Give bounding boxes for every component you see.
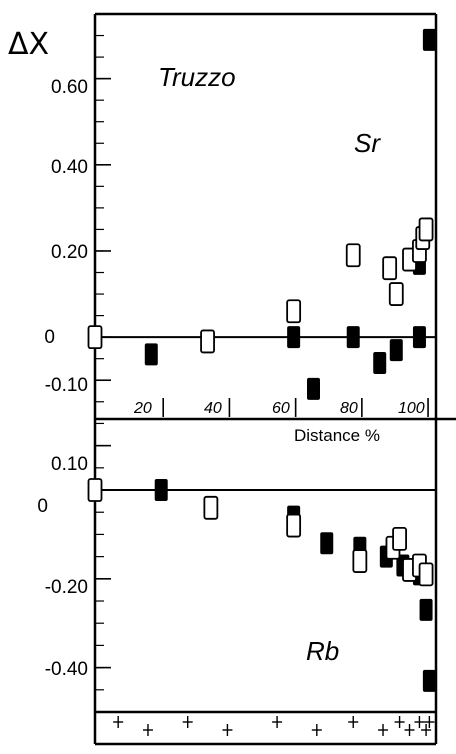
x-tick-labels: 20 40 60 80 100: [133, 400, 425, 417]
data-point-open: [418, 562, 434, 587]
y-tick-label: 0.40: [51, 157, 88, 178]
data-point-filled: [346, 326, 360, 349]
data-point-open: [388, 282, 404, 306]
y-tick-label: 0.10: [51, 454, 88, 475]
panel-label-rb: Rb: [306, 636, 339, 666]
data-point-filled: [144, 343, 158, 366]
data-point-open: [418, 217, 434, 242]
sr-y-tick-labels: -0.10 0 0.20 0.40 0.60: [44, 77, 88, 396]
x-tick-label: 100: [398, 400, 425, 417]
y-tick-label: -0.10: [45, 375, 88, 396]
y-tick-label: -0.40: [45, 659, 88, 680]
y-tick-label: 0: [44, 327, 55, 348]
y-tick-label: 0: [37, 496, 48, 517]
data-point-open: [200, 329, 215, 354]
y-tick-label: 0.60: [51, 77, 88, 98]
data-point-open: [286, 513, 302, 538]
y-tick-label: -0.20: [45, 577, 88, 598]
y-tick-label: 0.20: [51, 242, 88, 263]
chart-marks: [87, 28, 436, 736]
rb-y-tick-labels: -0.40 -0.20 0 0.10: [37, 454, 88, 680]
data-point-open: [382, 256, 398, 281]
data-point-open: [203, 495, 219, 520]
data-point-open: [87, 325, 103, 350]
data-point-open: [392, 526, 407, 551]
data-point-filled: [419, 598, 433, 621]
data-point-open: [286, 299, 302, 324]
x-tick-label: 60: [272, 400, 290, 417]
y-axis-label: ΔX: [8, 27, 49, 62]
data-point-filled: [389, 339, 403, 362]
data-point-open: [345, 243, 361, 268]
data-point-filled: [307, 377, 321, 400]
data-point-filled: [412, 326, 426, 349]
chart-title: Truzzo: [158, 62, 236, 92]
data-point-filled: [320, 532, 334, 555]
data-point-open: [87, 478, 103, 502]
data-point-filled: [373, 351, 387, 374]
x-tick-label: 40: [204, 400, 222, 417]
panel-label-sr: Sr: [354, 128, 381, 158]
data-point-filled: [422, 669, 436, 692]
x-axis-title: Distance %: [294, 426, 380, 445]
data-point-filled: [154, 479, 168, 502]
data-point-filled: [422, 28, 436, 51]
data-point-open: [352, 549, 368, 573]
x-tick-label: 80: [340, 400, 358, 417]
data-point-filled: [287, 326, 301, 349]
x-tick-label: 20: [133, 400, 152, 417]
